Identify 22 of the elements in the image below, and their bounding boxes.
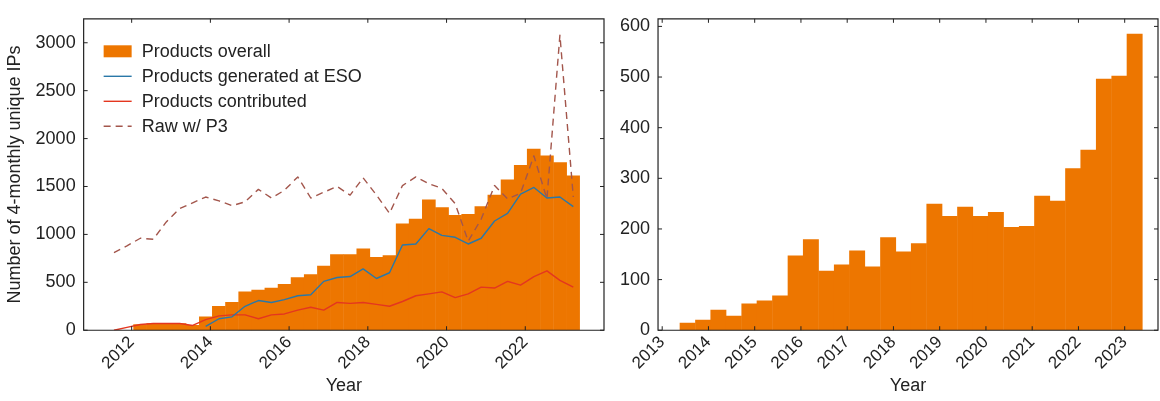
y-tick-label: 0 bbox=[65, 319, 76, 340]
y-tick-label: 400 bbox=[619, 116, 651, 137]
y-tick-label: 500 bbox=[45, 271, 76, 292]
y-tick-label: 1000 bbox=[35, 223, 76, 244]
x-axis-title: Year bbox=[889, 375, 927, 396]
y-tick-label: 600 bbox=[619, 15, 651, 36]
y-tick-label: 2000 bbox=[35, 127, 76, 148]
legend-label: Products overall bbox=[141, 41, 271, 62]
y-tick-label: 200 bbox=[619, 217, 651, 238]
legend-label: Products generated at ESO bbox=[141, 66, 362, 87]
y-tick-label: 100 bbox=[619, 268, 651, 289]
y-tick-label: 500 bbox=[619, 66, 651, 86]
y-tick-label: 2500 bbox=[35, 79, 76, 100]
line-series bbox=[113, 34, 574, 254]
y-axis-title: Number of 4-monthly unique IPs bbox=[3, 45, 24, 304]
legend-label: Products contributed bbox=[141, 91, 307, 112]
y-tick-label: 0 bbox=[640, 319, 651, 340]
y-tick-label: 3000 bbox=[35, 31, 76, 52]
y-tick-label: 300 bbox=[619, 167, 651, 188]
x-axis-title: Year bbox=[325, 375, 363, 396]
y-tick-label: 1500 bbox=[35, 175, 76, 196]
legend-label: Raw w/ P3 bbox=[141, 116, 228, 137]
